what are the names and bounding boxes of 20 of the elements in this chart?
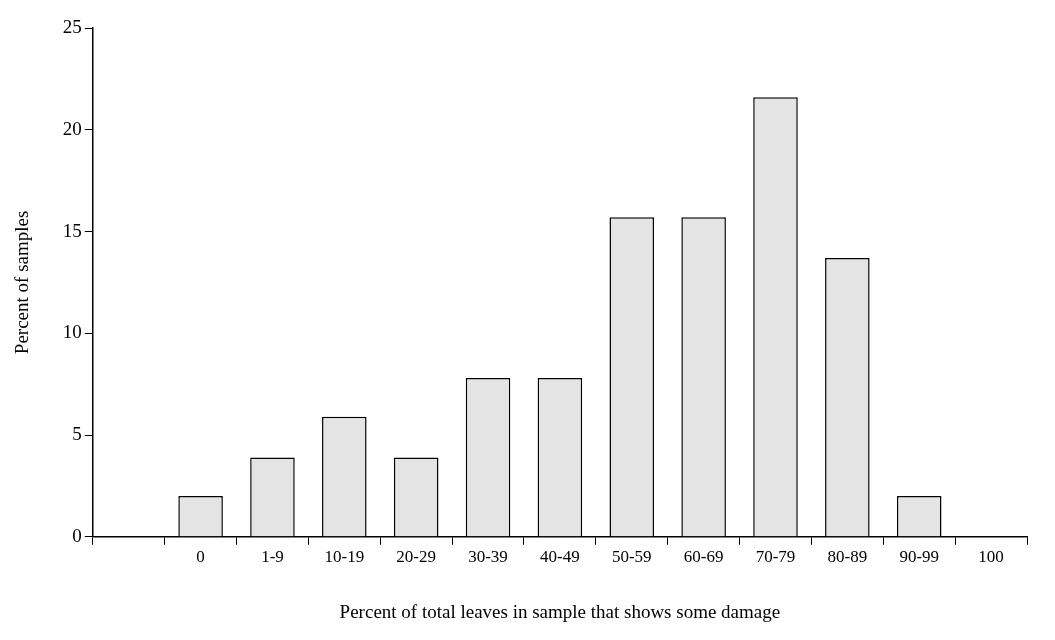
- y-tick-label: 10: [62, 321, 82, 343]
- x-tick-label: 0: [196, 547, 205, 567]
- x-axis-title: Percent of total leaves in sample that shows some damage: [339, 600, 781, 622]
- x-tick-label: 40-49: [540, 547, 580, 567]
- x-tick-label: 90-99: [899, 547, 940, 567]
- x-tick-label: 60-69: [683, 547, 724, 567]
- x-tick-label: 100: [978, 547, 1004, 567]
- x-tick-label: 20-29: [396, 547, 437, 567]
- y-axis-title: Percent of samples: [11, 210, 33, 355]
- y-tick-label: 15: [62, 219, 82, 241]
- y-tick-label: 20: [62, 117, 82, 139]
- x-tick-label: 30-39: [468, 547, 508, 567]
- x-tick-label: 1-9: [261, 547, 284, 567]
- y-tick-label: 25: [62, 15, 82, 37]
- x-tick-label: 10-19: [324, 547, 365, 567]
- y-tick-label: 5: [72, 423, 82, 445]
- y-tick-label: 0: [72, 524, 82, 546]
- x-tick-label: 70-79: [755, 547, 796, 567]
- x-tick-label: 80-89: [827, 547, 868, 567]
- x-tick-label: 50-59: [611, 547, 652, 567]
